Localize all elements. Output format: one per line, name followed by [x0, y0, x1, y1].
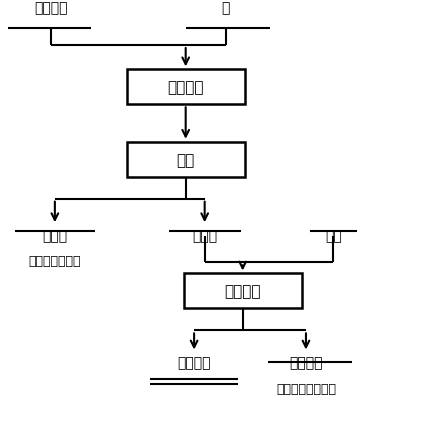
Text: 碱: 碱	[222, 1, 230, 15]
Text: 四氯化锗: 四氯化锗	[177, 356, 211, 370]
Text: 氯化蒸馏: 氯化蒸馏	[225, 284, 261, 299]
Bar	[184, 274, 302, 309]
Text: （进一步处理）: （进一步处理）	[29, 254, 81, 267]
Text: （返回冶炼系统）: （返回冶炼系统）	[276, 382, 336, 395]
Bar	[127, 142, 245, 177]
Text: 蒸馏残渣: 蒸馏残渣	[289, 356, 323, 370]
Text: 盐酸: 盐酸	[325, 229, 342, 243]
Bar	[127, 70, 245, 105]
Text: 水浸渣: 水浸渣	[192, 229, 217, 243]
Text: 浸出液: 浸出液	[42, 229, 68, 243]
Text: 含锗物料: 含锗物料	[34, 1, 68, 15]
Text: 水浸: 水浸	[176, 152, 195, 167]
Text: 微波碱熔: 微波碱熔	[168, 80, 204, 95]
